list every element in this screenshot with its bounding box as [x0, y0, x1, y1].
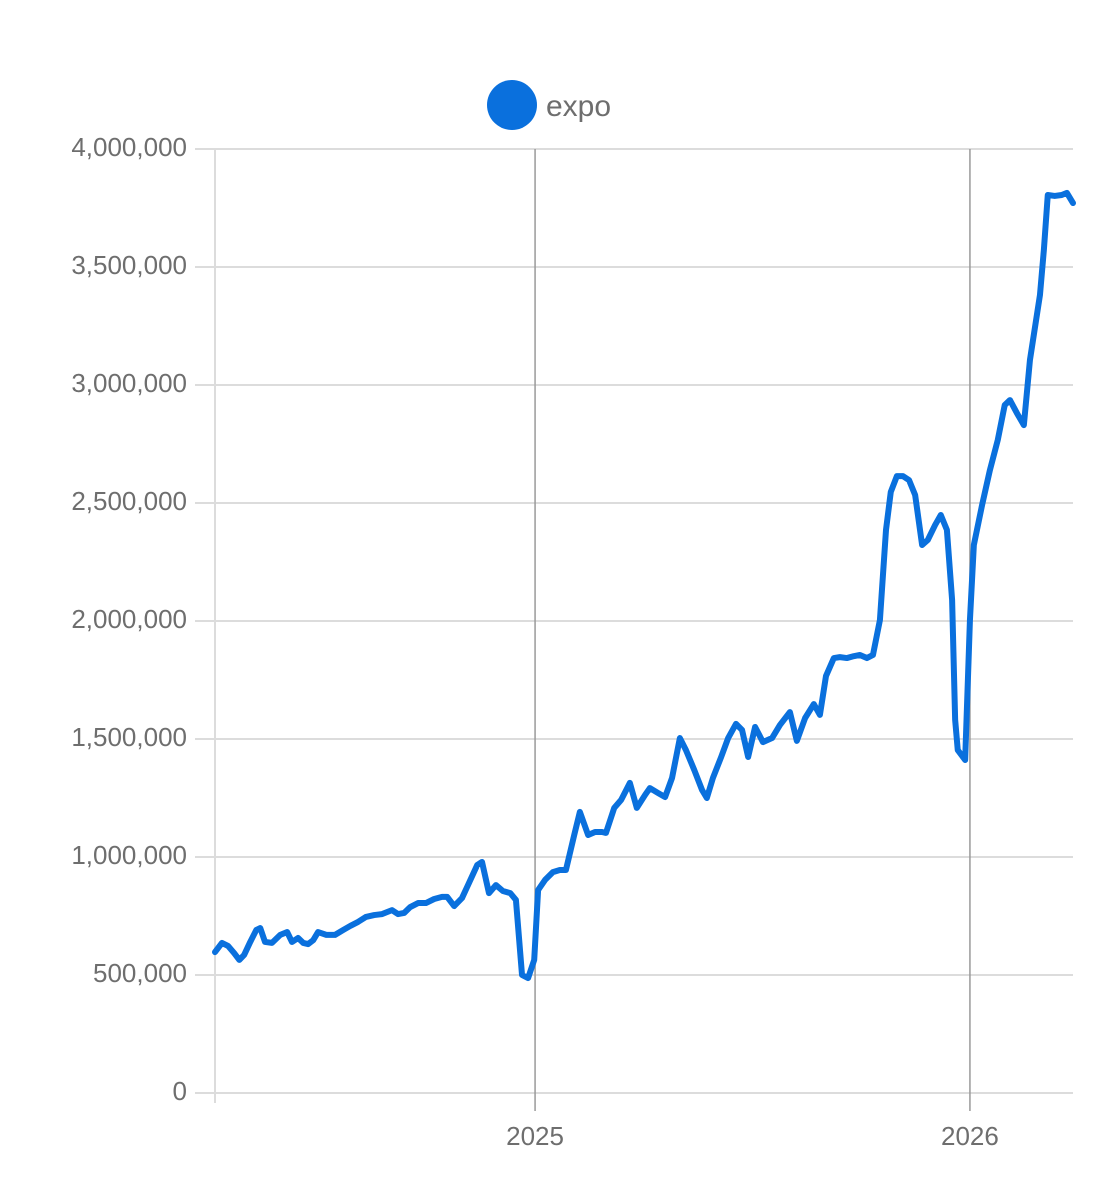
y-tick-label: 3,500,000: [71, 250, 187, 280]
y-tick-label: 4,000,000: [71, 132, 187, 162]
y-tick-label: 2,000,000: [71, 604, 187, 634]
line: [212, 189, 1076, 982]
y-tick-label: 500,000: [93, 958, 187, 988]
y-tick-label: 3,000,000: [71, 368, 187, 398]
y-tick-label: 0: [173, 1076, 187, 1106]
x-tick-label: 2026: [941, 1121, 999, 1151]
y-tick-label: 1,000,000: [71, 840, 187, 870]
legend-marker: [487, 80, 537, 130]
y-tick-label: 1,500,000: [71, 722, 187, 752]
y-tick-label: 2,500,000: [71, 486, 187, 516]
legend-label: expo: [546, 90, 611, 123]
x-tick-label: 2025: [506, 1121, 564, 1151]
